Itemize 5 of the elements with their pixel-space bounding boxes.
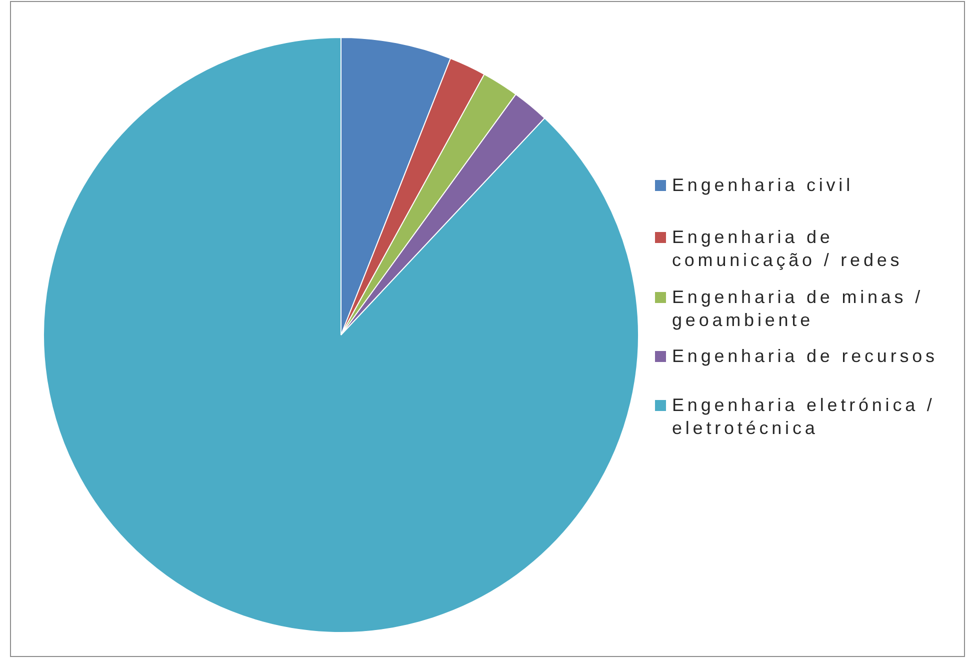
legend-label: Engenharia de minas / geoambiente	[672, 286, 925, 332]
legend-label: Engenharia eletrónica / eletrotécnica	[672, 394, 936, 440]
legend-label: Engenharia de comunicação / redes	[672, 226, 904, 272]
legend-label: Engenharia de recursos	[672, 345, 939, 368]
legend-label: Engenharia civil	[672, 174, 854, 197]
